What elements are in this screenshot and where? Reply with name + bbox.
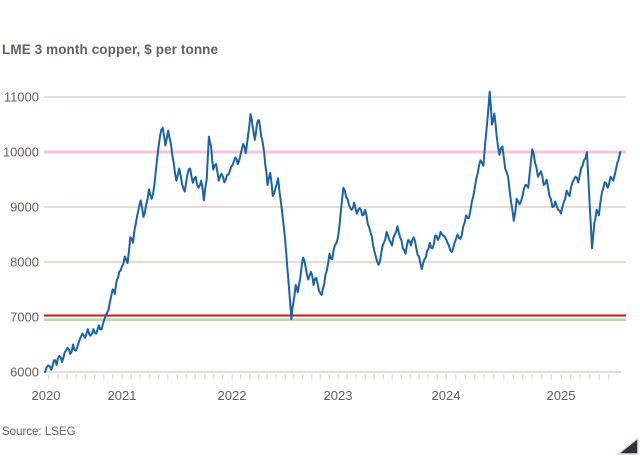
x-axis-label: 2024 <box>432 388 461 403</box>
y-axis-label: 11000 <box>4 90 39 105</box>
y-axis-label: 7000 <box>10 310 39 325</box>
copper-price-line <box>44 90 622 373</box>
x-axis-label: 2025 <box>547 388 576 403</box>
x-axis-label: 2023 <box>324 388 353 403</box>
annotation-lines <box>44 150 626 321</box>
source-note: Source: LSEG <box>2 426 76 438</box>
y-axis-label: 6000 <box>10 365 39 380</box>
expand-triangle[interactable] <box>617 437 639 455</box>
chart-title: LME 3 month copper, $ per tonne <box>2 42 219 57</box>
gridlines <box>44 96 626 373</box>
x-axis-ticks <box>47 374 610 380</box>
y-axis-label: 10000 <box>3 145 39 160</box>
price-series <box>44 90 622 373</box>
x-axis-label: 2022 <box>218 388 247 403</box>
expand-corner-icon[interactable] <box>617 437 639 455</box>
y-axis-label: 9000 <box>10 200 39 215</box>
x-axis-label: 2021 <box>108 388 137 403</box>
y-axis-label: 8000 <box>10 255 39 270</box>
axis-labels: 6000 7000 8000 9000 10000 11000 2020 2021 2022 20… <box>3 90 576 404</box>
x-axis-label: 2020 <box>32 388 61 403</box>
